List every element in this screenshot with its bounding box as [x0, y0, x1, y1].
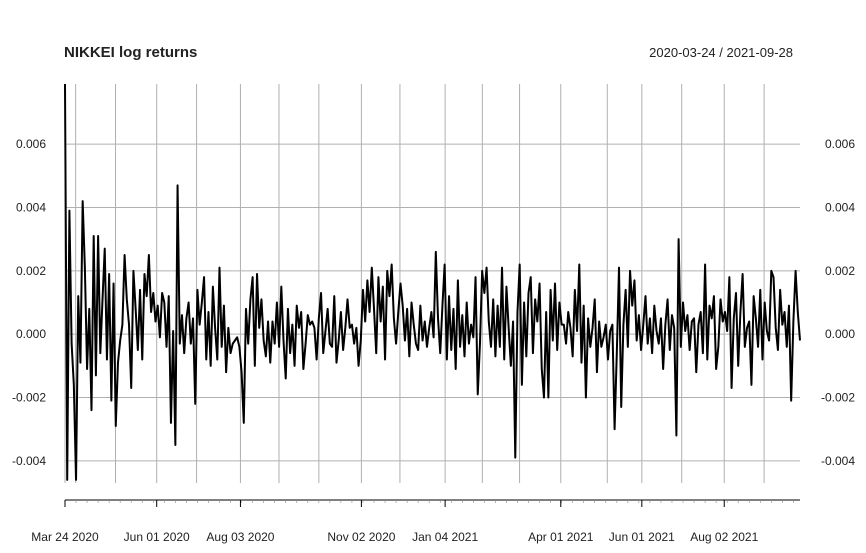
date-range-label: 2020-03-24 / 2021-09-28: [649, 45, 793, 60]
x-tick-label: Nov 02 2020: [327, 530, 395, 544]
x-axis: Mar 24 2020 Jun 01 2020 Aug 03 2020 Nov 02 …: [31, 499, 800, 544]
y-tick-label-right: 0.002: [825, 264, 855, 278]
y-tick-label-left: 0.002: [16, 264, 46, 278]
x-tick-label: Aug 02 2021: [690, 530, 758, 544]
series-line: [64, 83, 801, 481]
x-tick-label: Jun 01 2020: [124, 530, 190, 544]
x-tick-label: Aug 03 2020: [206, 530, 274, 544]
x-tick-label: Jun 01 2021: [609, 530, 675, 544]
y-tick-label-right: 0.004: [825, 201, 855, 215]
y-tick-label-left: -0.004: [12, 454, 46, 468]
x-tick-label: Jan 04 2021: [412, 530, 478, 544]
y-tick-label-right: 0.006: [825, 137, 855, 151]
x-tick-label: Apr 01 2021: [528, 530, 594, 544]
x-tick-label: Mar 24 2020: [31, 530, 99, 544]
y-tick-label-left: -0.002: [12, 391, 46, 405]
y-tick-label-left: 0.006: [16, 137, 46, 151]
y-tick-label-right: -0.004: [821, 454, 855, 468]
y-tick-label-left: 0.004: [16, 201, 46, 215]
chart-title: NIKKEI log returns: [64, 44, 197, 61]
y-tick-label-right: 0.000: [825, 327, 855, 341]
series-layer: [64, 83, 801, 481]
y-tick-label-left: 0.000: [16, 327, 46, 341]
y-tick-label-right: -0.002: [821, 391, 855, 405]
y-axis-right-tick-labels: -0.004 -0.002 0.000 0.002 0.004 0.006: [821, 137, 855, 468]
y-axis-left-tick-labels: -0.004 -0.002 0.000 0.002 0.004 0.006: [12, 137, 46, 468]
